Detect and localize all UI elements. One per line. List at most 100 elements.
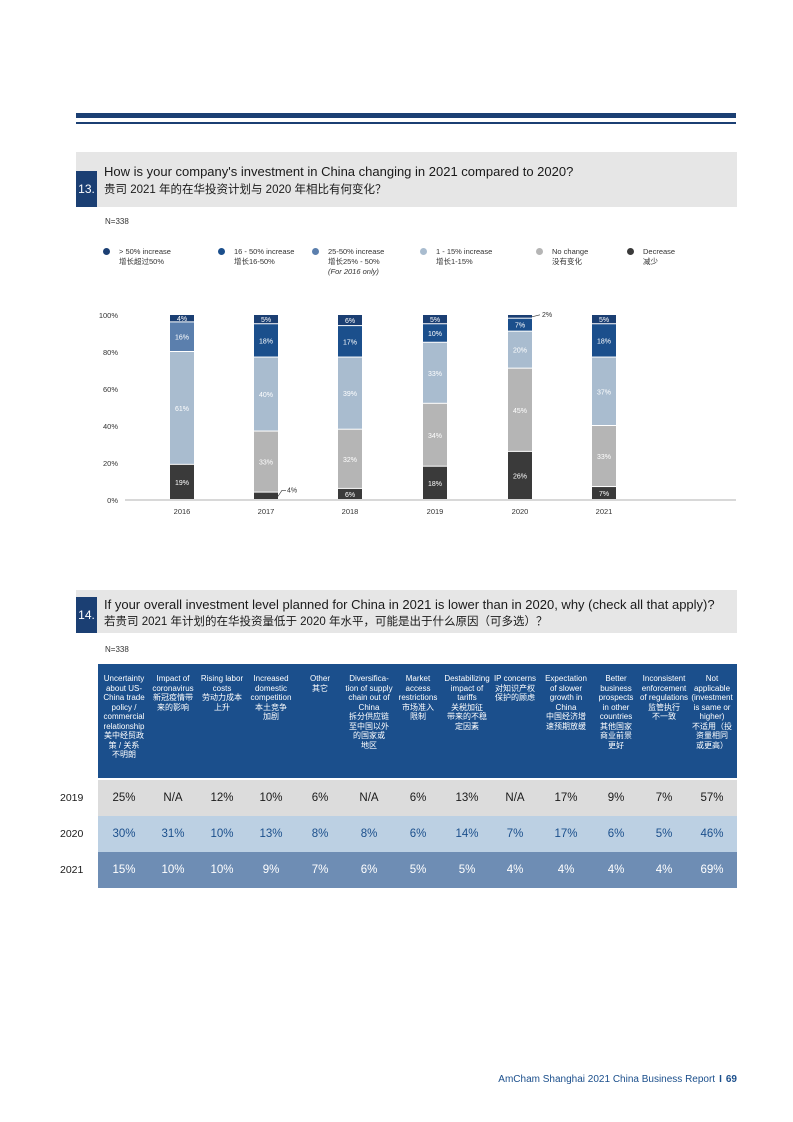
bar-segment: [254, 357, 278, 431]
table-cell: 9%: [262, 864, 280, 876]
dot-icon: [103, 248, 110, 255]
data-label: 40%: [259, 392, 273, 399]
bar-segment: [508, 368, 532, 451]
data-label: 37%: [597, 389, 611, 396]
column-header: IP concerns 对知识产权 保护的顾虑: [493, 674, 537, 702]
data-label: 18%: [259, 338, 273, 345]
y-tick-label: 80%: [103, 348, 118, 357]
table-cell: 9%: [607, 792, 625, 804]
q14-n-label: N=338: [105, 645, 129, 654]
legend-label: Decrease: [643, 247, 676, 256]
column-header: Market access restrictions 市场准入 限制: [398, 674, 438, 721]
bar-segment: [338, 357, 362, 429]
table-cell: 12%: [210, 792, 234, 804]
bar-segment: [338, 488, 362, 499]
table-cell: 69%: [700, 864, 724, 876]
table-cell: 13%: [259, 828, 283, 840]
column-header: Rising labor costs 劳动力成本 上升: [200, 674, 244, 712]
dot-icon: [312, 248, 319, 255]
data-label: 18%: [428, 481, 442, 488]
data-label: 5%: [261, 317, 271, 324]
table-cell: 13%: [455, 792, 479, 804]
data-label: 7%: [515, 323, 525, 330]
bar-segment: [170, 464, 194, 499]
column-header: Diversifica- tion of supply chain out of…: [345, 674, 393, 750]
table-cell: 4%: [557, 864, 575, 876]
legend-label-zh: 增长超过50%: [119, 257, 165, 266]
table-cell: 6%: [360, 864, 378, 876]
bar-segment: [423, 315, 447, 324]
footer-report-title: AmCham Shanghai 2021 China Business Repo…: [498, 1074, 716, 1085]
table-cell: 7%: [506, 828, 524, 840]
q13-number: 13.: [76, 171, 97, 207]
bar-segment: [170, 322, 194, 351]
table-row: [98, 780, 737, 816]
header-rule-thin: [76, 122, 736, 124]
bar-segment: [254, 315, 278, 324]
table-cell: 7%: [655, 792, 673, 804]
table-cell: 10%: [210, 864, 234, 876]
data-label: 32%: [343, 457, 357, 464]
column-header: Impact of coronavirus 新冠疫情带 来的影响: [152, 674, 194, 712]
data-label: 5%: [430, 317, 440, 324]
q14-number: 14.: [76, 597, 97, 633]
x-tick-label: 2017: [258, 507, 275, 516]
data-label: 5%: [599, 317, 609, 324]
table-cell: 6%: [607, 828, 625, 840]
x-tick-label: 2019: [427, 507, 444, 516]
bar-segment: [338, 429, 362, 488]
data-label: 61%: [175, 406, 189, 413]
table-cell: 6%: [409, 828, 427, 840]
table-cell: 8%: [311, 828, 329, 840]
page-footer: AmCham Shanghai 2021 China Business Repo…: [498, 1074, 737, 1085]
x-tick-label: 2016: [174, 507, 191, 516]
bar-segment: [508, 331, 532, 368]
q13-title-en: How is your company's investment in Chin…: [104, 164, 574, 179]
legend-label: > 50% increase: [119, 247, 171, 256]
table-cell: 57%: [700, 792, 724, 804]
data-label: 20%: [513, 348, 527, 355]
bar-segment: [592, 315, 616, 324]
table-cell: 4%: [607, 864, 625, 876]
data-label: 33%: [597, 454, 611, 461]
bar-segment: [254, 324, 278, 357]
table-row: [98, 816, 737, 852]
table-row: [98, 852, 737, 888]
dot-icon: [218, 248, 225, 255]
table-cell: 8%: [360, 828, 378, 840]
column-header: Better business prospects in other count…: [598, 674, 634, 750]
bar-segment: [508, 315, 532, 318]
column-header: Not applicable (investment is same or hi…: [691, 674, 733, 750]
legend-label-zh: 增长25% - 50%: [328, 257, 380, 266]
data-label: 34%: [428, 433, 442, 440]
legend-label-zh: 增长1-15%: [436, 257, 473, 266]
column-header: Increased domestic competition 本土竞争 加剧: [250, 674, 292, 721]
callout-label: 2%: [542, 312, 552, 319]
data-label: 17%: [343, 339, 357, 346]
callout-label: 4%: [287, 487, 297, 494]
table-cell: 25%: [112, 792, 136, 804]
table-cell: 31%: [161, 828, 185, 840]
table-cell: 15%: [112, 864, 136, 876]
table-cell: N/A: [163, 792, 183, 804]
legend-label: 25-50% increase: [328, 247, 385, 256]
header-rule-thick: [76, 113, 736, 118]
x-tick-label: 2018: [342, 507, 359, 516]
dot-icon: [627, 248, 634, 255]
y-tick-label: 0%: [107, 496, 118, 505]
table-cell: 10%: [259, 792, 283, 804]
row-year-label: 2020: [60, 828, 84, 840]
column-header: Uncertainty about US- China trade policy…: [103, 674, 145, 759]
data-label: 10%: [428, 331, 442, 338]
row-year-label: 2021: [60, 864, 84, 876]
table-cell: 17%: [554, 792, 578, 804]
bar-segment: [592, 324, 616, 357]
q13-title-box: [76, 152, 737, 207]
legend-label-zh: 减少: [643, 257, 658, 266]
y-tick-label: 100%: [99, 311, 119, 320]
data-label: 45%: [513, 408, 527, 415]
bar-segment: [423, 403, 447, 466]
legend-label-zh: 增长16-50%: [234, 257, 275, 266]
legend-label: 1 - 15% increase: [436, 247, 493, 256]
data-label: 26%: [513, 473, 527, 480]
